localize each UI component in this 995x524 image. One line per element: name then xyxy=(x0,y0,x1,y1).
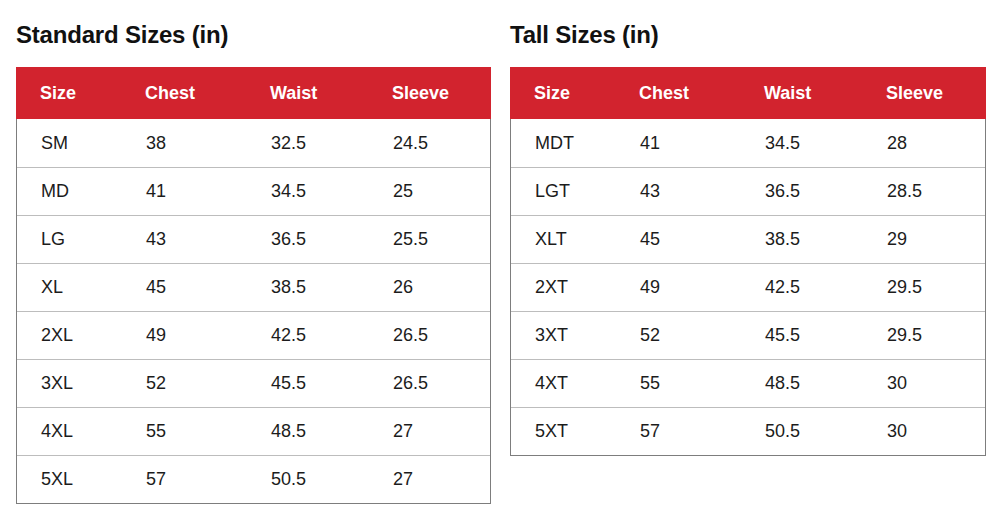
table-cell: 29.5 xyxy=(863,277,985,298)
table-cell: 2XT xyxy=(511,277,616,298)
table-row: MD4134.525 xyxy=(17,167,490,215)
table-cell: 25.5 xyxy=(369,229,490,250)
table-cell: XL xyxy=(17,277,122,298)
table-cell: 48.5 xyxy=(247,421,369,442)
table-cell: 41 xyxy=(122,181,247,202)
table-row: 5XT5750.530 xyxy=(511,407,985,455)
table-cell: 32.5 xyxy=(247,133,369,154)
size-charts-container: Standard Sizes (in) Size Chest Waist Sle… xyxy=(0,0,995,504)
table-cell: 2XL xyxy=(17,325,122,346)
table-cell: 30 xyxy=(863,421,985,442)
column-header-size: Size xyxy=(16,83,121,104)
standard-sizes-section: Standard Sizes (in) Size Chest Waist Sle… xyxy=(16,22,491,504)
table-cell: 42.5 xyxy=(247,325,369,346)
column-header-sleeve: Sleeve xyxy=(862,83,986,104)
table-cell: XLT xyxy=(511,229,616,250)
table-cell: 28.5 xyxy=(863,181,985,202)
standard-sizes-table-body: SM3832.524.5MD4134.525LG4336.525.5XL4538… xyxy=(16,119,491,504)
table-row: SM3832.524.5 xyxy=(17,119,490,167)
table-cell: 45 xyxy=(122,277,247,298)
table-cell: 34.5 xyxy=(741,133,863,154)
table-cell: 55 xyxy=(122,421,247,442)
table-cell: LGT xyxy=(511,181,616,202)
table-row: 3XT5245.529.5 xyxy=(511,311,985,359)
column-header-size: Size xyxy=(510,83,615,104)
table-cell: 50.5 xyxy=(741,421,863,442)
table-cell: 3XT xyxy=(511,325,616,346)
table-row: 2XT4942.529.5 xyxy=(511,263,985,311)
table-cell: 26.5 xyxy=(369,325,490,346)
table-cell: 24.5 xyxy=(369,133,490,154)
table-row: LGT4336.528.5 xyxy=(511,167,985,215)
table-cell: 4XT xyxy=(511,373,616,394)
table-cell: 5XT xyxy=(511,421,616,442)
table-row: 4XL5548.527 xyxy=(17,407,490,455)
table-cell: 55 xyxy=(616,373,741,394)
table-cell: 52 xyxy=(122,373,247,394)
table-row: XL4538.526 xyxy=(17,263,490,311)
table-cell: 27 xyxy=(369,469,490,490)
table-cell: 48.5 xyxy=(741,373,863,394)
table-cell: 45 xyxy=(616,229,741,250)
column-header-sleeve: Sleeve xyxy=(368,83,491,104)
table-cell: 43 xyxy=(616,181,741,202)
column-header-waist: Waist xyxy=(740,83,862,104)
table-cell: 43 xyxy=(122,229,247,250)
table-cell: 38.5 xyxy=(741,229,863,250)
table-cell: 57 xyxy=(616,421,741,442)
table-cell: SM xyxy=(17,133,122,154)
tall-sizes-section: Tall Sizes (in) Size Chest Waist Sleeve … xyxy=(510,22,986,504)
column-header-chest: Chest xyxy=(121,83,246,104)
table-row: 3XL5245.526.5 xyxy=(17,359,490,407)
table-cell: 25 xyxy=(369,181,490,202)
tall-sizes-title: Tall Sizes (in) xyxy=(510,22,986,48)
table-cell: 52 xyxy=(616,325,741,346)
column-header-waist: Waist xyxy=(246,83,368,104)
table-cell: 50.5 xyxy=(247,469,369,490)
table-cell: 42.5 xyxy=(741,277,863,298)
table-cell: 4XL xyxy=(17,421,122,442)
table-cell: 45.5 xyxy=(247,373,369,394)
tall-sizes-table-body: MDT4134.528LGT4336.528.5XLT4538.5292XT49… xyxy=(510,119,986,456)
standard-sizes-table: Size Chest Waist Sleeve SM3832.524.5MD41… xyxy=(16,67,491,504)
table-row: LG4336.525.5 xyxy=(17,215,490,263)
table-cell: 45.5 xyxy=(741,325,863,346)
table-cell: MD xyxy=(17,181,122,202)
tall-sizes-table: Size Chest Waist Sleeve MDT4134.528LGT43… xyxy=(510,67,986,456)
column-header-chest: Chest xyxy=(615,83,740,104)
table-cell: 5XL xyxy=(17,469,122,490)
table-header-row: Size Chest Waist Sleeve xyxy=(16,67,491,119)
table-cell: 49 xyxy=(122,325,247,346)
table-row: 4XT5548.530 xyxy=(511,359,985,407)
table-cell: 26.5 xyxy=(369,373,490,394)
table-cell: 49 xyxy=(616,277,741,298)
table-cell: 38 xyxy=(122,133,247,154)
table-cell: 34.5 xyxy=(247,181,369,202)
table-cell: 38.5 xyxy=(247,277,369,298)
table-cell: 41 xyxy=(616,133,741,154)
table-row: 2XL4942.526.5 xyxy=(17,311,490,359)
table-cell: 30 xyxy=(863,373,985,394)
table-cell: 36.5 xyxy=(741,181,863,202)
table-header-row: Size Chest Waist Sleeve xyxy=(510,67,986,119)
table-row: 5XL5750.527 xyxy=(17,455,490,503)
table-cell: MDT xyxy=(511,133,616,154)
standard-sizes-title: Standard Sizes (in) xyxy=(16,22,491,48)
table-cell: 36.5 xyxy=(247,229,369,250)
table-cell: 27 xyxy=(369,421,490,442)
table-row: MDT4134.528 xyxy=(511,119,985,167)
table-cell: 3XL xyxy=(17,373,122,394)
table-cell: 57 xyxy=(122,469,247,490)
table-cell: LG xyxy=(17,229,122,250)
table-cell: 29 xyxy=(863,229,985,250)
table-cell: 26 xyxy=(369,277,490,298)
table-row: XLT4538.529 xyxy=(511,215,985,263)
table-cell: 29.5 xyxy=(863,325,985,346)
table-cell: 28 xyxy=(863,133,985,154)
